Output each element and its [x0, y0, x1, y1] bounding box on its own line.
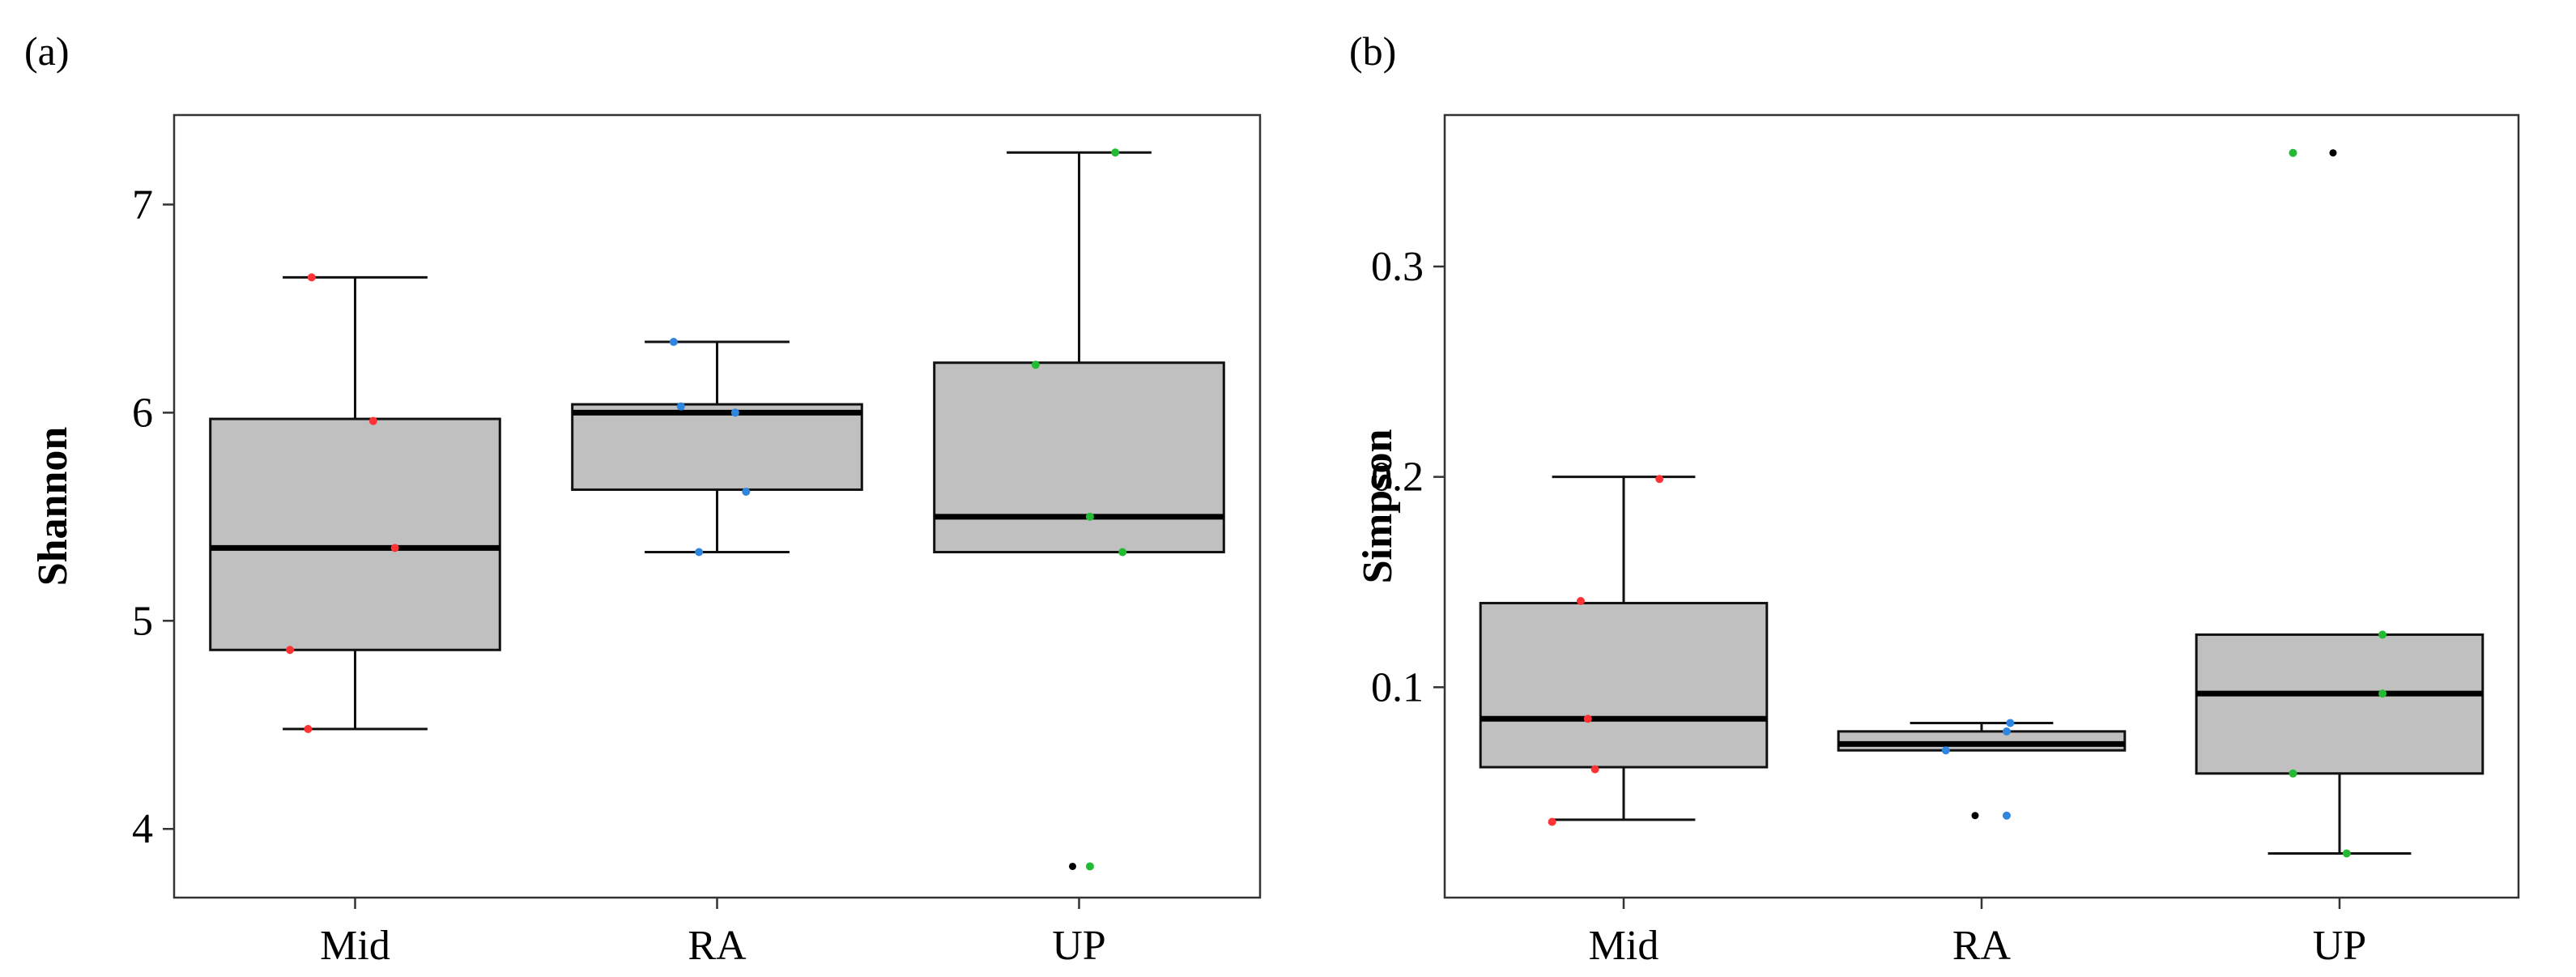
sample-point-mid [1583, 715, 1592, 723]
sample-point-ra [2002, 727, 2011, 736]
box-body [1479, 601, 1769, 769]
y-tick-label: 5 [132, 598, 153, 644]
x-tick-label: RA [688, 923, 747, 969]
x-tick-label: UP [2313, 923, 2366, 969]
box-ra [571, 340, 863, 554]
sample-point-ra [742, 488, 751, 497]
sample-point-mid [304, 724, 313, 733]
y-tick-label: 4 [132, 806, 153, 852]
box-body [933, 361, 1225, 554]
sample-point-ra [2006, 719, 2015, 727]
sample-point-up [2378, 689, 2387, 698]
sample-point-mid [1655, 475, 1664, 484]
box-mid [1479, 476, 1769, 821]
x-tick-label: RA [1952, 923, 2012, 969]
outlier-point [2329, 149, 2337, 157]
outlier-point [1069, 862, 1076, 870]
y-axis-label: Simpson [1355, 429, 1401, 584]
box-body [2195, 633, 2484, 775]
sample-point-up [1111, 148, 1120, 157]
panel-a: (a) Shannon 4 5 6 7 Mid RA UP [24, 28, 1262, 969]
panel-b: (b) Simpson 0.1 0.2 0.3 Mid RA UP [1349, 28, 2520, 969]
sample-point-mid [1548, 817, 1556, 826]
y-tick-label: 0.3 [1371, 244, 1424, 290]
sample-point-ra [1941, 746, 1950, 755]
sample-point-up [2289, 148, 2297, 157]
sample-point-mid [390, 544, 399, 552]
sample-point-up [1085, 862, 1094, 871]
sample-point-mid [286, 646, 295, 655]
y-tick-label: 0.2 [1371, 454, 1424, 501]
y-tick-label: 0.1 [1371, 664, 1424, 710]
sample-point-up [2289, 769, 2297, 778]
box-body [571, 403, 863, 491]
y-tick-label: 7 [132, 181, 153, 228]
box-up [933, 151, 1225, 870]
y-axis-label: Shannon [30, 427, 76, 587]
x-tick-label: UP [1052, 923, 1105, 969]
sample-point-mid [368, 416, 377, 425]
y-tick-label: 6 [132, 390, 153, 436]
plot-frame [1443, 113, 2520, 899]
sample-point-mid [1590, 765, 1599, 774]
panel-label: (b) [1349, 28, 1396, 74]
sample-point-up [1118, 548, 1127, 557]
sample-point-up [2378, 630, 2387, 639]
x-tick-label: Mid [1589, 923, 1659, 969]
sample-point-ra [676, 402, 685, 411]
outlier-point [1971, 812, 1979, 820]
box-mid [209, 275, 501, 731]
sample-point-mid [1576, 596, 1585, 605]
sample-point-up [2342, 849, 2351, 858]
box-up [2195, 149, 2484, 855]
sample-point-ra [669, 338, 678, 347]
box-body [1837, 730, 2127, 752]
sample-point-up [1085, 512, 1094, 521]
sample-point-mid [307, 273, 316, 282]
box-ra [1837, 721, 2127, 820]
sample-point-up [1031, 361, 1040, 369]
sample-point-ra [2002, 811, 2011, 820]
panel-label: (a) [24, 28, 70, 74]
sample-point-ra [695, 548, 704, 557]
sample-point-ra [730, 408, 739, 417]
x-tick-label: Mid [320, 923, 390, 969]
box-body [209, 417, 501, 651]
